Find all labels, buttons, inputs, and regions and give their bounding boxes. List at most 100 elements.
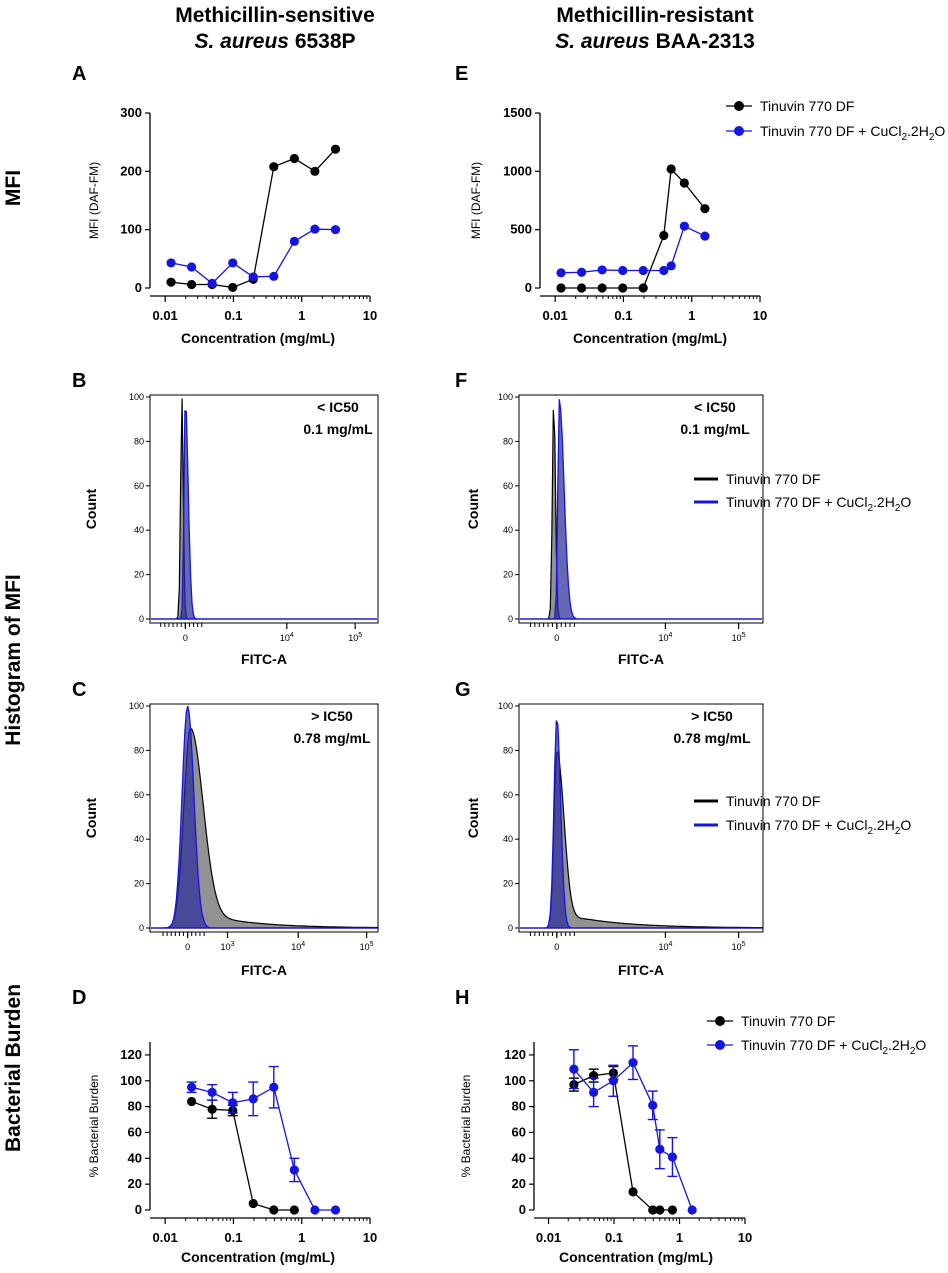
g-ytick-label-3: 60 [503,790,513,800]
c-ytick-label-3: 60 [134,790,144,800]
h-xtick-label-1: 0.1 [605,1230,623,1245]
panel-letter-b: B [72,370,86,392]
d-ytick-label-0: 0 [135,1202,142,1217]
f-ytick-label-2: 40 [503,525,513,535]
g-xtick-label-2: 105 [732,941,746,952]
e-y-label: MFI (DAF-FM) [469,162,483,239]
f-ytick-label-1: 20 [503,570,513,580]
row-title-burden: Bacterial Burden [2,984,25,1152]
e-ytick-label-0: 0 [525,280,532,295]
a-ytick-label-2: 200 [120,163,142,178]
col2-title-line1: Methicillin-resistant [556,4,753,27]
a-series-1-point-0 [166,258,176,268]
h-y-label: % Bacterial Burden [459,1075,473,1178]
a-xtick-label-1: 0.1 [224,308,242,323]
panel-letter-e: E [455,63,468,85]
a-xtick-label-2: 1 [298,308,305,323]
a-xtick-label-3: 10 [363,308,377,323]
panel-letter-d: D [72,987,86,1009]
h-ytick-label-3: 60 [512,1124,526,1139]
a-series-0-point-1 [187,279,197,290]
e-ytick-label-2: 1000 [503,163,532,178]
a-series-1-point-4 [248,272,258,282]
e-series-1-point-0 [556,268,566,278]
d-series-1-point-1 [207,1087,217,1097]
c-ytick-label-5: 100 [129,701,144,711]
e-series-1-point-3 [618,265,628,276]
d-series-1-point-6 [310,1205,320,1215]
legend-g-label-black: Tinuvin 770 DF [726,793,820,809]
legend-e-marker-blue [734,126,744,136]
c-xtick-exp-1: 3 [231,941,235,948]
d-series-0-point-4 [269,1205,279,1215]
h-series-0-point-3 [628,1187,638,1197]
g-y-label: Count [465,797,481,838]
a-ytick-label-0: 0 [135,280,142,295]
f-xtick-label-1: 104 [658,632,672,643]
c-xtick-label-0: 0 [185,942,190,952]
c-xtick-exp-2: 4 [301,941,305,948]
h-series-0-point-4 [648,1205,658,1215]
chart-h: 0 20 40 60 80 100 120 0.01 0.1 1 10 Concentration (… [459,1042,752,1265]
chart-g: 0 20 40 60 80 100 0 104 105 FITC-A Count > IC50 0.78… [465,701,764,978]
c-annotation-line1: > IC50 [311,708,353,724]
e-series-1-point-6 [666,261,676,271]
a-series-0-point-6 [289,153,299,164]
a-series-0-point-5 [269,162,279,172]
a-xtick-label-0: 0.01 [152,308,177,323]
d-ytick-label-6: 120 [120,1047,142,1062]
g-x-label: FITC-A [618,962,664,978]
e-series-0-point-3 [618,283,628,293]
panel-letter-a: A [72,63,86,85]
e-series-1-point-5 [659,265,669,276]
legend-panel-h: Tinuvin 770 DF Tinuvin 770 DF + CuCl2.2H… [707,1013,926,1057]
b-ytick-label-4: 80 [134,436,144,446]
row-title-histogram: Histogram of MFI [2,574,25,746]
h-series-0-point-5 [655,1205,665,1215]
b-ytick-label-3: 60 [134,481,144,491]
h-series-1-point-4 [648,1100,658,1110]
h-series-0-point-6 [667,1205,678,1215]
col1-title-line1: Methicillin-sensitive [175,4,375,27]
col2-title-line2: S. aureus BAA-2313 [555,30,755,53]
a-series-0-point-0 [166,277,176,287]
g-xtick-label-1: 104 [658,941,672,952]
panel-letter-c: C [72,679,86,701]
a-series-1-point-7 [310,224,320,234]
a-series-1-point-2 [207,278,217,288]
g-xtick-label-0: 0 [554,942,559,952]
e-series-0-point-4 [638,283,648,293]
e-series-1-point-7 [679,221,689,231]
legend-h-marker-blue [715,1040,725,1050]
h-ytick-label-0: 0 [519,1202,526,1217]
b-hist-blue [151,409,377,620]
g-ytick-label-0: 0 [508,923,513,933]
h-xtick-label-2: 1 [676,1230,683,1245]
g-ytick-label-2: 40 [503,834,513,844]
c-xtick-exp-3: 5 [370,941,374,948]
d-series-1-point-4 [269,1082,279,1092]
row-title-mfi: MFI [2,170,25,206]
c-x-label: FITC-A [241,962,287,978]
a-y-label: MFI (DAF-FM) [87,162,101,239]
g-hist-black [520,750,763,929]
c-ytick-label-0: 0 [139,923,144,933]
b-xtick-exp-1: 4 [290,632,294,639]
legend-h-label-black: Tinuvin 770 DF [741,1013,835,1029]
b-ytick-label-2: 40 [134,525,144,535]
e-series-0-point-5 [659,230,669,241]
panel-letter-g: G [455,679,471,701]
d-series-1-point-3 [248,1094,258,1104]
a-series-0-point-8 [330,144,341,154]
h-series-1-point-6 [667,1152,678,1162]
d-xtick-label-0: 0.01 [152,1230,177,1245]
c-annotation-line2: 0.78 mg/mL [293,730,370,746]
d-series-1-point-0 [187,1082,197,1092]
g-ytick-label-4: 80 [503,745,513,755]
e-xtick-label-3: 10 [753,308,767,323]
d-xtick-label-3: 10 [363,1230,377,1245]
f-annotation-line2: 0.1 mg/mL [680,421,750,437]
d-series-0-line [191,1100,295,1211]
legend-f-label-blue: Tinuvin 770 DF + CuCl2.2H2O [726,494,911,514]
